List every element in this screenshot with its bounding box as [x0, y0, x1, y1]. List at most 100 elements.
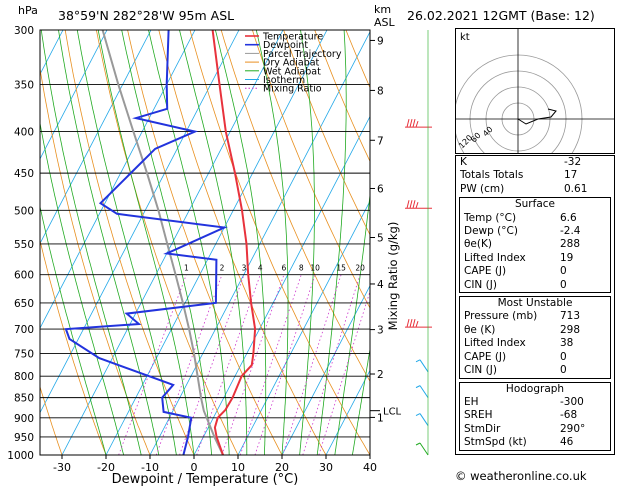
- index-row: Temp (°C) 6.6: [460, 212, 610, 225]
- mixing-ratio-label: 20: [355, 264, 365, 273]
- isotherm-line: [40, 30, 108, 160]
- hpa-label: hPa: [18, 4, 38, 17]
- surface-title: Surface: [514, 198, 555, 211]
- pressure-tick-label: 300: [14, 25, 34, 37]
- mixing-ratio-line: [239, 274, 302, 455]
- legend-entry: Dry Adiabat: [263, 58, 320, 69]
- isotherm-line: [281, 284, 370, 455]
- index-value: 19: [560, 251, 574, 264]
- mixing-ratio-label: 3: [242, 264, 247, 273]
- pressure-tick-label: 550: [14, 239, 34, 251]
- mixing-ratio-label: 8: [299, 264, 304, 273]
- x-tick-label: 10: [231, 461, 245, 474]
- pressure-tick-label: 650: [14, 298, 34, 310]
- index-value: 6.6: [560, 211, 577, 224]
- km-label: km: [374, 3, 391, 16]
- index-value: 0: [560, 350, 567, 363]
- index-name: K: [460, 156, 467, 168]
- wind-barb: [405, 200, 432, 209]
- index-name: Temp (°C): [464, 211, 517, 224]
- wind-barb: [415, 385, 429, 398]
- x-tick-label: 30: [319, 461, 333, 474]
- legend-entry: Dewpoint: [263, 40, 308, 51]
- index-name: θe (K): [464, 323, 496, 336]
- pressure-tick-label: 350: [14, 79, 34, 91]
- parcel-trajectory-line: [101, 30, 224, 455]
- km-tick-label: 8: [377, 85, 384, 97]
- legend-entry: Mixing Ratio: [263, 84, 322, 95]
- index-value: 46: [560, 436, 574, 449]
- isotherm-line: [193, 115, 370, 455]
- mixing-ratio-line: [302, 274, 361, 455]
- profiles: [64, 30, 257, 455]
- km-tick-label: 7: [377, 135, 384, 147]
- mixing-ratio-line: [318, 289, 370, 455]
- pressure-tick-label: 750: [14, 348, 34, 360]
- x-axis-label: Dewpoint / Temperature (°C): [112, 472, 299, 486]
- dewpoint-line: [64, 30, 228, 455]
- isotherm-line: [40, 30, 240, 414]
- wind-barbs: [405, 30, 432, 456]
- index-row: StmDir 290°: [460, 423, 610, 436]
- index-row: StmSpd (kt) 46: [460, 436, 610, 449]
- mixing-ratio-label: 4: [258, 264, 263, 273]
- index-row: CAPE (J) 0: [460, 351, 610, 364]
- index-value: -300: [560, 395, 584, 408]
- index-row: CAPE (J) 0: [460, 265, 610, 278]
- most-unstable-box: Most Unstable Pressure (mb) 713 θe (K) 298 L…: [459, 296, 611, 379]
- wet-adiabat-line: [97, 30, 195, 455]
- index-value: 0: [560, 265, 567, 278]
- index-name: Pressure (mb): [464, 310, 538, 323]
- pressure-tick-label: 500: [14, 205, 34, 217]
- hodograph-ring-label: 40: [481, 125, 495, 139]
- index-value: 298: [560, 323, 581, 336]
- isotherm-line: [61, 30, 284, 455]
- mixing-ratio-label: 15: [336, 264, 346, 273]
- km-tick-label: 6: [377, 183, 384, 195]
- hodograph-panel: 40 60 120 kt: [453, 28, 615, 184]
- wind-barb: [415, 442, 429, 456]
- pressure-tick-label: 600: [14, 270, 34, 282]
- pressure-tick-label: 1000: [7, 450, 34, 462]
- index-name: Lifted Index: [464, 337, 526, 350]
- mixing-ratio-label: 1: [184, 264, 189, 273]
- pressure-tick-label: 950: [14, 432, 34, 444]
- asl-label: ASL: [374, 16, 396, 29]
- index-name: EH: [464, 395, 479, 408]
- x-tick-label: -30: [53, 461, 71, 474]
- index-row: SREH -68: [460, 409, 610, 422]
- index-value: 713: [560, 310, 581, 323]
- index-value: 0: [560, 364, 567, 377]
- mixing-ratio-line: [118, 274, 187, 455]
- mixing-ratio-line: [221, 274, 285, 455]
- index-name: StmSpd (kt): [464, 436, 527, 449]
- index-row: θe(K) 288: [460, 238, 610, 251]
- hodograph-kt-label: kt: [460, 32, 470, 43]
- index-name: CIN (J): [464, 364, 497, 377]
- index-value: 0: [560, 278, 567, 291]
- axes: 3003504004505005506006507007508008509009…: [7, 25, 401, 474]
- x-tick-label: 40: [363, 461, 377, 474]
- wind-barb: [405, 118, 432, 128]
- index-value: 17: [564, 169, 578, 182]
- index-row: PW (cm) 0.61: [456, 183, 614, 196]
- index-value: -32: [564, 156, 582, 168]
- index-name: Totals Totals: [460, 169, 524, 182]
- index-row: Dewp (°C) -2.4: [460, 225, 610, 238]
- wind-barb: [415, 359, 429, 373]
- index-row: Lifted Index 38: [460, 337, 610, 350]
- index-name: Lifted Index: [464, 251, 526, 264]
- hodograph-title: Hodograph: [505, 382, 565, 395]
- isotherm-line: [237, 200, 370, 455]
- plot-frame: [39, 29, 371, 456]
- legend-entry: Temperature: [262, 32, 323, 43]
- datetime-title: 26.02.2021 12GMT (Base: 12): [407, 8, 595, 23]
- legend-entry: Parcel Trajectory: [263, 49, 342, 60]
- x-tick-label: -10: [141, 461, 159, 474]
- most-unstable-title: Most Unstable: [497, 297, 573, 310]
- index-value: 38: [560, 337, 574, 350]
- pressure-tick-label: 850: [14, 393, 34, 405]
- legend-entry: Wet Adiabat: [263, 66, 321, 77]
